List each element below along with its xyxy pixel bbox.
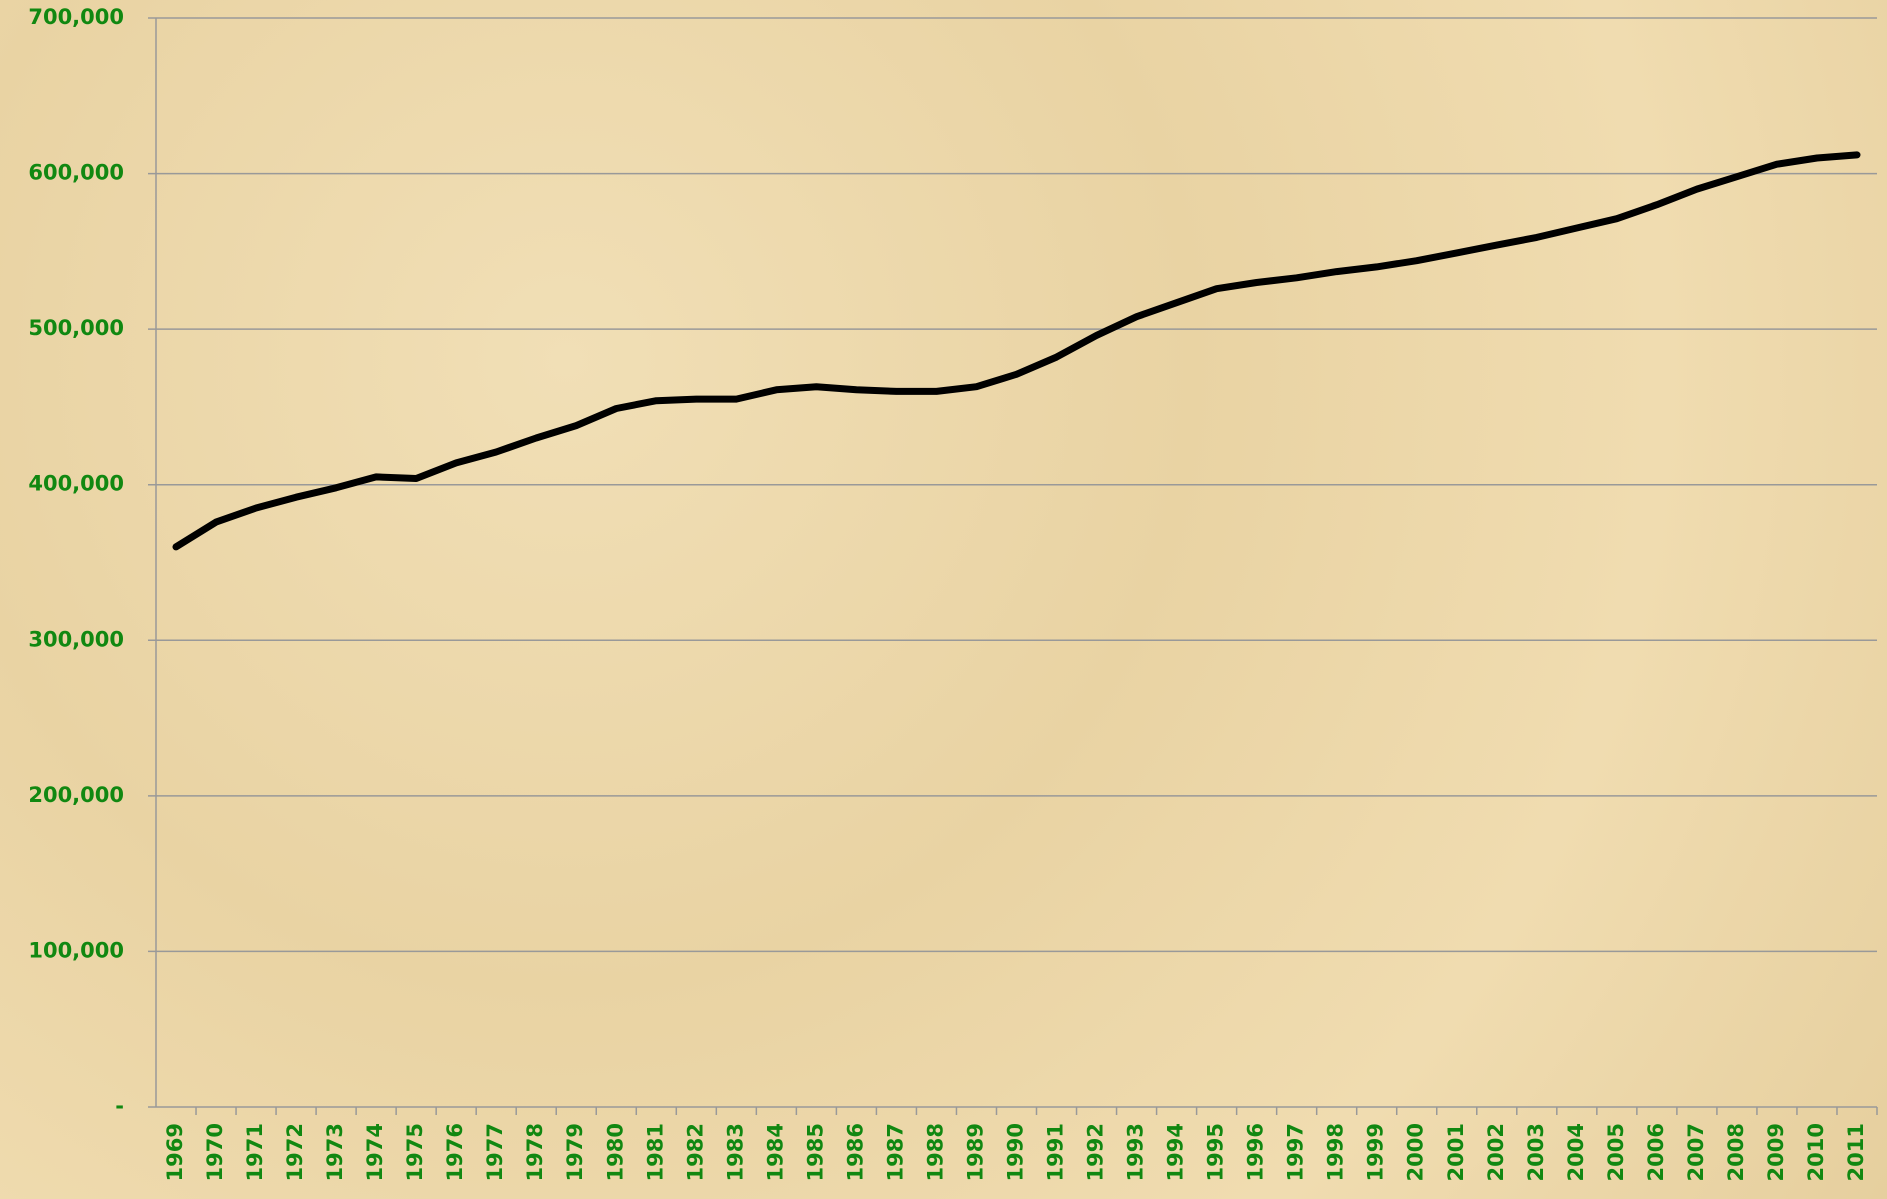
x-tick-label: 1972: [283, 1123, 307, 1181]
x-tick-label: 1971: [243, 1123, 267, 1181]
x-tick-label: 1978: [523, 1123, 547, 1181]
x-tick-label: 2001: [1444, 1123, 1468, 1181]
x-tick-label: 1981: [643, 1123, 667, 1181]
x-tick-label: 1975: [403, 1123, 427, 1181]
x-tick-label: 2003: [1524, 1123, 1548, 1181]
y-tick-label: 200,000: [28, 783, 124, 807]
x-tick-label: 2000: [1404, 1123, 1428, 1181]
x-tick-label: 1979: [563, 1123, 587, 1181]
x-tick-label: 1982: [683, 1123, 707, 1181]
x-tick-label: 2005: [1604, 1123, 1628, 1181]
x-tick-label: 1980: [603, 1123, 627, 1181]
y-tick-label: 700,000: [28, 5, 124, 29]
x-tick-label: 1998: [1324, 1123, 1348, 1181]
x-tick-label: 2011: [1844, 1123, 1868, 1181]
x-tick-label: 2004: [1564, 1123, 1588, 1181]
x-tick-label: 1970: [203, 1123, 227, 1181]
x-tick-label: 1988: [923, 1123, 947, 1181]
x-tick-label: 1997: [1284, 1123, 1308, 1181]
line-series: [172, 151, 1861, 551]
x-tick-label: 1994: [1164, 1123, 1188, 1181]
x-tick-label: 2008: [1724, 1123, 1748, 1181]
x-tick-label: 1969: [163, 1123, 187, 1181]
x-tick-label: 2009: [1764, 1123, 1788, 1181]
x-tick-label: 1985: [803, 1123, 827, 1181]
y-tick-label: -: [115, 1094, 124, 1118]
x-tick-label: 1987: [883, 1123, 907, 1181]
x-tick-label: 2006: [1644, 1123, 1668, 1181]
x-tick-label: 1973: [323, 1123, 347, 1181]
x-tick-label: 1993: [1124, 1123, 1148, 1181]
x-tick-label: 1984: [763, 1123, 787, 1181]
y-tick-label: 100,000: [28, 938, 124, 962]
y-tick-label: 600,000: [28, 161, 124, 185]
y-tick-label: 300,000: [28, 627, 124, 651]
x-tick-label: 1995: [1204, 1123, 1228, 1181]
x-tick-label: 1977: [483, 1123, 507, 1181]
x-tick-label: 1983: [723, 1123, 747, 1181]
x-tick-label: 1990: [1004, 1123, 1028, 1181]
x-tick-label: 1996: [1244, 1123, 1268, 1181]
y-tick-label: 500,000: [28, 316, 124, 340]
x-tick-label: 2010: [1804, 1123, 1828, 1181]
y-tick-label: 400,000: [28, 472, 124, 496]
x-tick-label: 1991: [1044, 1123, 1068, 1181]
x-tick-label: 2002: [1484, 1123, 1508, 1181]
x-tick-label: 1999: [1364, 1123, 1388, 1181]
x-tick-label: 2007: [1684, 1123, 1708, 1181]
x-tick-label: 1986: [843, 1123, 867, 1181]
x-tick-label: 1992: [1084, 1123, 1108, 1181]
x-tick-label: 1976: [443, 1123, 467, 1181]
x-tick-label: 1989: [963, 1123, 987, 1181]
x-tick-label: 1974: [363, 1123, 387, 1181]
